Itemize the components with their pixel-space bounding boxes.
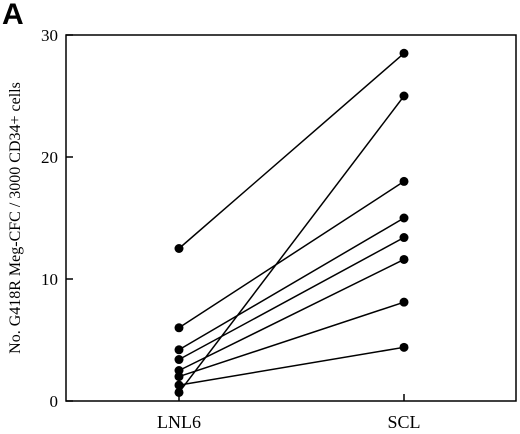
- series-line: [178, 52, 405, 250]
- data-points: [174, 48, 409, 397]
- data-point: [174, 244, 184, 253]
- data-point: [174, 380, 184, 390]
- series-lines: [178, 52, 405, 393]
- panel-label: A: [2, 0, 24, 31]
- series-line: [178, 258, 405, 372]
- series-line: [178, 346, 405, 386]
- data-point: [399, 91, 409, 101]
- data-point: [399, 342, 409, 352]
- plot-frame: [65, 34, 517, 402]
- data-point: [174, 323, 184, 333]
- series-line: [178, 301, 405, 378]
- data-point: [399, 233, 409, 243]
- data-point: [399, 176, 409, 186]
- series-line: [178, 180, 405, 329]
- y-tick-label: 20: [41, 148, 58, 167]
- data-point: [174, 345, 184, 355]
- data-point: [174, 372, 184, 382]
- series-line: [178, 217, 405, 351]
- axis-layer: 0 10 20 30 LNL6 SCL: [41, 26, 421, 432]
- data-point: [399, 213, 409, 223]
- x-tick-label: SCL: [387, 412, 420, 432]
- series-line: [178, 236, 405, 361]
- data-point: [174, 355, 184, 365]
- data-point: [399, 254, 409, 264]
- data-point: [174, 387, 184, 397]
- y-tick-label: 0: [50, 392, 59, 411]
- y-axis-title: No. G418R Meg-CFC / 3000 CD34+ cells: [7, 82, 24, 354]
- y-tick-label: 30: [41, 26, 58, 45]
- y-tick-label: 10: [41, 270, 58, 289]
- x-tick-label: LNL6: [157, 412, 201, 432]
- data-point: [399, 297, 409, 307]
- data-point: [399, 48, 409, 58]
- series-line: [178, 95, 405, 393]
